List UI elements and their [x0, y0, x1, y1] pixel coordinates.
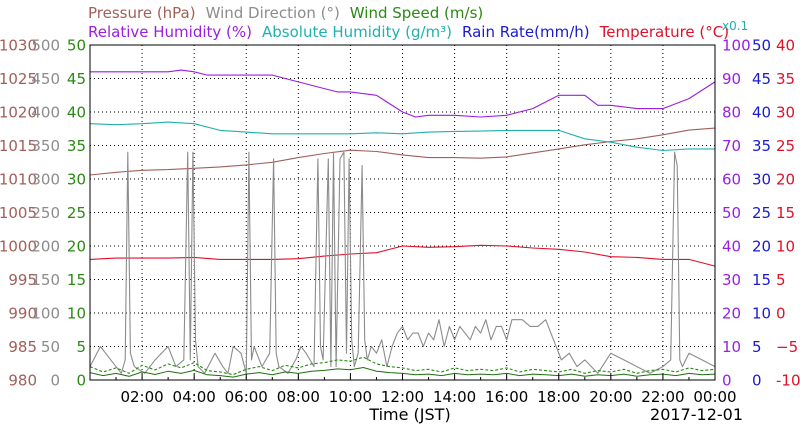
y-tick-label-temperature: 35 — [776, 70, 795, 88]
y-tick-label-pressure: 1025 — [0, 70, 37, 88]
y-tick-label-wind-direction: 100 — [31, 305, 60, 323]
y-tick-label-wind-direction: 450 — [31, 70, 60, 88]
legend-sub-note: x0.1 — [722, 19, 748, 33]
chart-date: 2017-12-01 — [650, 405, 743, 424]
y-tick-label-relative-humidity: 20 — [722, 305, 741, 323]
y-tick-label-temperature: 40 — [776, 37, 795, 55]
y-tick-label-wind-speed: 50 — [67, 37, 86, 55]
y-tick-label-relative-humidity: 90 — [722, 70, 741, 88]
y-tick-label-wind-speed: 25 — [67, 204, 86, 222]
legend-item: Wind Direction (°) — [206, 4, 340, 22]
y-tick-label-wind-direction: 500 — [31, 37, 60, 55]
x-tick-label: 18:00 — [537, 388, 580, 406]
y-tick-label-wind-direction: 150 — [31, 271, 60, 289]
y-tick-label-relative-humidity: 30 — [722, 271, 741, 289]
x-tick-label: 14:00 — [433, 388, 476, 406]
x-tick-label: 12:00 — [381, 388, 424, 406]
y-tick-label-pressure: 1015 — [0, 137, 37, 155]
y-tick-label-pressure: 1000 — [0, 238, 37, 256]
y-tick-label-rain-rate: 20 — [752, 238, 771, 256]
y-tick-label-pressure: 995 — [8, 271, 37, 289]
y-tick-label-wind-direction: 0 — [50, 372, 60, 390]
y-tick-label-temperature: 20 — [776, 171, 795, 189]
y-tick-label-rain-rate: 15 — [752, 271, 771, 289]
x-tick-label: 00:00 — [693, 388, 736, 406]
series-temperature-c — [89, 244, 716, 267]
y-tick-label-wind-speed: 0 — [76, 372, 86, 390]
chart-legend: Pressure (hPa) Wind Direction (°) Wind Spe… — [88, 4, 748, 41]
y-tick-label-relative-humidity: 0 — [722, 372, 732, 390]
y-tick-label-rain-rate: 5 — [752, 338, 762, 356]
y-tick-label-pressure: 1030 — [0, 37, 37, 55]
y-tick-label-relative-humidity: 10 — [722, 338, 741, 356]
y-tick-label-pressure: 1020 — [0, 104, 37, 122]
y-tick-label-rain-rate: 45 — [752, 70, 771, 88]
y-tick-label-rain-rate: 10 — [752, 305, 771, 323]
y-tick-label-wind-direction: 200 — [31, 238, 60, 256]
legend-item: Temperature (°C) — [599, 23, 729, 41]
y-tick-label-relative-humidity: 40 — [722, 238, 741, 256]
y-tick-label-pressure: 1010 — [0, 171, 37, 189]
y-tick-label-wind-direction: 50 — [41, 338, 60, 356]
y-tick-label-rain-rate: 0 — [752, 372, 762, 390]
y-tick-label-temperature: 0 — [776, 305, 786, 323]
y-tick-label-pressure: 980 — [8, 372, 37, 390]
y-tick-label-rain-rate: 30 — [752, 171, 771, 189]
y-tick-label-wind-speed: 45 — [67, 70, 86, 88]
y-tick-label-temperature: -10 — [776, 372, 800, 390]
series-pressure-hpa — [89, 127, 716, 176]
y-tick-label-wind-direction: 300 — [31, 171, 60, 189]
y-tick-label-wind-speed: 10 — [67, 305, 86, 323]
x-tick-label: 22:00 — [641, 388, 684, 406]
series-wind-direction — [89, 151, 716, 374]
y-tick-label-wind-direction: 250 — [31, 204, 60, 222]
y-tick-label-temperature: 5 — [776, 271, 786, 289]
x-tick-label: 20:00 — [589, 388, 632, 406]
series-wind-speed-m-s — [89, 356, 716, 376]
x-tick-label: 10:00 — [329, 388, 372, 406]
y-tick-label-rain-rate: 50 — [752, 37, 771, 55]
series-absolute-humidity-g-m — [89, 121, 715, 152]
y-tick-label-relative-humidity: 60 — [722, 171, 741, 189]
y-tick-label-relative-humidity: 70 — [722, 137, 741, 155]
y-tick-label-temperature: −5 — [776, 338, 798, 356]
y-tick-label-rain-rate: 25 — [752, 204, 771, 222]
y-tick-label-wind-speed: 35 — [67, 137, 86, 155]
y-tick-label-wind-speed: 20 — [67, 238, 86, 256]
y-tick-label-pressure: 985 — [8, 338, 37, 356]
x-tick-label: 04:00 — [173, 388, 216, 406]
y-tick-label-pressure: 990 — [8, 305, 37, 323]
y-tick-label-temperature: 25 — [776, 137, 795, 155]
x-tick-label: 08:00 — [277, 388, 320, 406]
y-tick-label-wind-direction: 350 — [31, 137, 60, 155]
y-tick-label-relative-humidity: 80 — [722, 104, 741, 122]
x-tick-label: 02:00 — [120, 388, 163, 406]
y-tick-label-temperature: 10 — [776, 238, 795, 256]
chart-axes: 02:00 04:00 06:00 08:00 10:00 12:00 14:00 16:00… — [0, 37, 800, 407]
y-tick-label-wind-speed: 30 — [67, 171, 86, 189]
legend-item: Pressure (hPa) — [88, 4, 196, 22]
y-tick-label-temperature: 15 — [776, 204, 795, 222]
y-tick-label-wind-speed: 40 — [67, 104, 86, 122]
series-relative-humidity — [90, 69, 716, 118]
y-tick-label-pressure: 1005 — [0, 204, 37, 222]
y-tick-label-wind-direction: 400 — [31, 104, 60, 122]
y-tick-label-temperature: 30 — [776, 104, 795, 122]
y-tick-label-relative-humidity: 100 — [722, 37, 751, 55]
y-tick-label-relative-humidity: 50 — [722, 204, 741, 222]
chart-grid — [90, 45, 715, 380]
x-axis-label: Time (JST) — [368, 405, 450, 424]
x-tick-label: 06:00 — [225, 388, 268, 406]
y-tick-label-wind-speed: 5 — [76, 338, 86, 356]
y-tick-label-rain-rate: 35 — [752, 137, 771, 155]
y-tick-label-rain-rate: 40 — [752, 104, 771, 122]
legend-item: Wind Speed (m/s) — [350, 4, 483, 22]
x-tick-label: 16:00 — [485, 388, 528, 406]
legend-item: Relative Humidity (%) — [88, 23, 252, 41]
legend-item: Rain Rate(mm/h) — [462, 23, 590, 41]
legend-item: Absolute Humidity (g/m³) — [262, 23, 452, 41]
y-tick-label-wind-speed: 15 — [67, 271, 86, 289]
